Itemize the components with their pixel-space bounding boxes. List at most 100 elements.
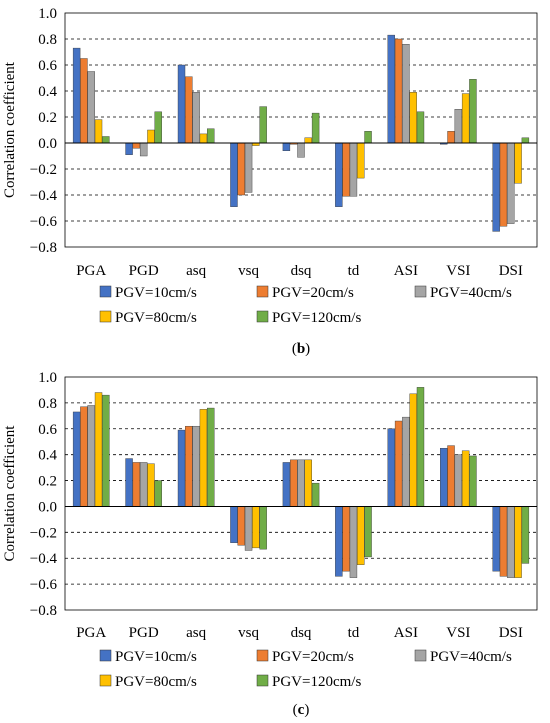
category-label: VSI	[446, 263, 470, 279]
y-tick-label: −0.8	[30, 603, 57, 619]
bar	[207, 407, 215, 507]
legend-swatch	[99, 310, 112, 323]
bar	[447, 131, 455, 144]
bar	[304, 137, 312, 144]
category-label: PGA	[76, 263, 106, 279]
legend-label: PGV=80cm/s	[115, 674, 197, 690]
legend-swatch	[256, 285, 269, 298]
legend-label: PGV=20cm/s	[272, 285, 354, 301]
bar	[521, 506, 530, 564]
bar	[94, 119, 103, 144]
legend-label: PGV=20cm/s	[272, 649, 354, 665]
legend-swatch	[414, 649, 427, 662]
bar	[139, 142, 148, 157]
bar	[357, 142, 365, 179]
plot-frame	[64, 12, 538, 248]
bar	[177, 64, 186, 144]
category-label: DSI	[499, 625, 523, 641]
bar	[192, 92, 200, 144]
bar	[192, 425, 200, 507]
bar	[290, 459, 298, 507]
panel-label: (c)	[293, 702, 310, 718]
bar	[461, 450, 470, 507]
y-tick-label: 0.2	[38, 474, 57, 490]
bar	[72, 47, 81, 144]
bar	[454, 454, 463, 507]
bar	[454, 108, 463, 144]
bar	[230, 142, 238, 207]
bar	[447, 445, 455, 507]
legend-swatch	[414, 285, 427, 298]
bar	[364, 131, 372, 144]
legend-label: PGV=40cm/s	[430, 649, 512, 665]
chart-panel-c: 1.0 0.8 0.6 0.4 0.2 0.0 −0.2 −0.4 −0.6 −0.8 Correl…	[2, 370, 538, 718]
bar	[507, 506, 515, 578]
bar	[394, 38, 403, 144]
bar	[499, 142, 508, 227]
bar	[387, 428, 395, 507]
bar	[147, 463, 155, 507]
y-tick-label: −0.2	[30, 525, 57, 541]
bar	[499, 506, 508, 577]
category-label: vsq	[238, 263, 259, 279]
y-axis-label: Correlation coefficient	[2, 61, 18, 198]
bar	[469, 79, 477, 144]
bar	[72, 411, 81, 507]
plot-frame	[64, 376, 538, 611]
bar	[177, 429, 186, 507]
bar	[252, 506, 260, 549]
y-tick-label: −0.4	[30, 551, 58, 567]
bar	[507, 142, 515, 224]
y-tick-label: 1.0	[38, 6, 57, 22]
bar	[80, 406, 88, 507]
bar	[125, 142, 133, 155]
bar	[230, 506, 238, 543]
bar	[304, 459, 312, 507]
y-axis-label: Correlation coefficient	[2, 425, 18, 562]
category-label: ASI	[394, 263, 418, 279]
panel-label: (b)	[292, 341, 310, 357]
bar	[349, 506, 358, 578]
bar	[492, 506, 500, 572]
bar	[364, 506, 372, 558]
bar	[440, 447, 448, 507]
bar	[409, 92, 417, 144]
category-label: td	[348, 625, 360, 641]
bar	[207, 128, 215, 144]
category-label: asq	[186, 263, 206, 279]
y-tick-label: −0.2	[30, 162, 57, 178]
bar	[80, 58, 88, 144]
bar	[297, 459, 305, 507]
chart-panel-b: 1.0 0.8 0.6 0.4 0.2 0.0 −0.2 −0.4 −0.6 −0.8 Correl…	[2, 6, 538, 357]
legend-label: PGV=10cm/s	[115, 285, 197, 301]
bar	[87, 71, 95, 144]
bar	[259, 106, 267, 144]
bar	[154, 480, 162, 507]
y-tick-label: 0.0	[38, 499, 57, 515]
bar	[402, 416, 410, 507]
y-tick-label: −0.4	[30, 188, 58, 204]
category-label: PGA	[76, 625, 106, 641]
bar	[237, 142, 245, 196]
bar	[335, 506, 343, 577]
category-label: ASI	[394, 625, 418, 641]
bar	[521, 137, 530, 144]
category-label: DSI	[499, 263, 523, 279]
category-label: PGD	[129, 263, 159, 279]
bar	[282, 142, 291, 152]
legend-label: PGV=120cm/s	[272, 674, 361, 690]
y-tick-label: −0.8	[30, 240, 57, 256]
y-tick-label: −0.6	[30, 214, 58, 230]
bar	[94, 392, 103, 507]
bar	[492, 142, 500, 232]
legend-label: PGV=10cm/s	[115, 649, 197, 665]
legend-swatch	[256, 674, 269, 687]
category-label: VSI	[446, 625, 470, 641]
bar	[147, 129, 155, 144]
legend-label: PGV=40cm/s	[430, 285, 512, 301]
y-tick-label: 0.6	[38, 422, 57, 438]
bar	[102, 136, 110, 144]
bar	[394, 420, 403, 507]
bar	[139, 462, 148, 507]
